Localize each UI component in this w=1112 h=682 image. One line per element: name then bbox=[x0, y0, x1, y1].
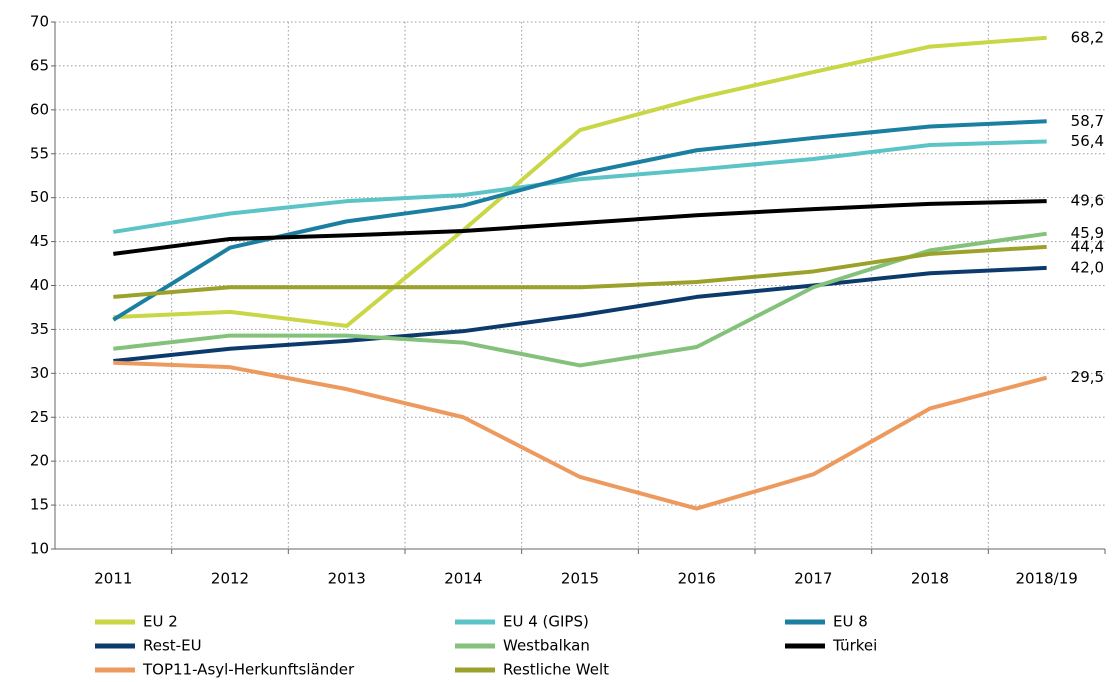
y-tick-label: 60 bbox=[30, 100, 49, 118]
legend-label: EU 4 (GIPS) bbox=[503, 613, 589, 631]
series-line bbox=[113, 199, 1047, 256]
y-tick-label: 30 bbox=[30, 364, 49, 382]
x-tick-label: 2016 bbox=[678, 570, 716, 588]
legend-label: Türkei bbox=[832, 637, 877, 655]
y-tick-label: 35 bbox=[30, 320, 49, 338]
value-label: 45,9 bbox=[1071, 224, 1104, 242]
value-label: 58,7 bbox=[1071, 112, 1104, 130]
y-tick-label: 50 bbox=[30, 188, 49, 206]
series-line bbox=[113, 35, 1047, 328]
series-line bbox=[113, 265, 1047, 364]
y-tick-label: 70 bbox=[30, 13, 49, 31]
x-tick-label: 2011 bbox=[94, 570, 132, 588]
y-tick-label: 40 bbox=[30, 276, 49, 294]
series-line bbox=[113, 244, 1047, 299]
legend-label: EU 8 bbox=[833, 613, 868, 631]
legend-label: Westbalkan bbox=[503, 637, 590, 655]
value-label: 42,0 bbox=[1071, 258, 1104, 276]
series-line bbox=[112, 119, 1047, 322]
value-label: 29,5 bbox=[1071, 368, 1104, 386]
series-line bbox=[113, 139, 1047, 234]
x-tick-label: 2017 bbox=[794, 570, 832, 588]
value-label: 44,4 bbox=[1071, 237, 1104, 255]
x-tick-label: 2015 bbox=[561, 570, 599, 588]
series-line bbox=[113, 360, 1048, 511]
y-tick-label: 55 bbox=[30, 144, 49, 162]
legend-label: TOP11-Asyl-Herkunftsländer bbox=[142, 661, 355, 679]
legend-label: EU 2 bbox=[143, 613, 178, 631]
x-tick-label: 2018/19 bbox=[1016, 570, 1078, 588]
series-line bbox=[113, 231, 1047, 368]
value-label: 56,4 bbox=[1071, 132, 1104, 150]
y-tick-label: 65 bbox=[30, 56, 49, 74]
y-tick-label: 10 bbox=[30, 540, 49, 558]
legend-label: Restliche Welt bbox=[503, 661, 609, 679]
y-tick-label: 45 bbox=[30, 232, 49, 250]
x-tick-label: 2012 bbox=[211, 570, 249, 588]
y-tick-label: 20 bbox=[30, 452, 49, 470]
x-tick-label: 2018 bbox=[911, 570, 949, 588]
y-tick-label: 25 bbox=[30, 408, 49, 426]
x-tick-label: 2014 bbox=[444, 570, 482, 588]
x-tick-label: 2013 bbox=[328, 570, 366, 588]
y-tick-label: 15 bbox=[30, 496, 49, 514]
value-label: 68,2 bbox=[1071, 28, 1104, 46]
value-label: 49,6 bbox=[1071, 192, 1104, 210]
legend-label: Rest-EU bbox=[143, 637, 202, 655]
